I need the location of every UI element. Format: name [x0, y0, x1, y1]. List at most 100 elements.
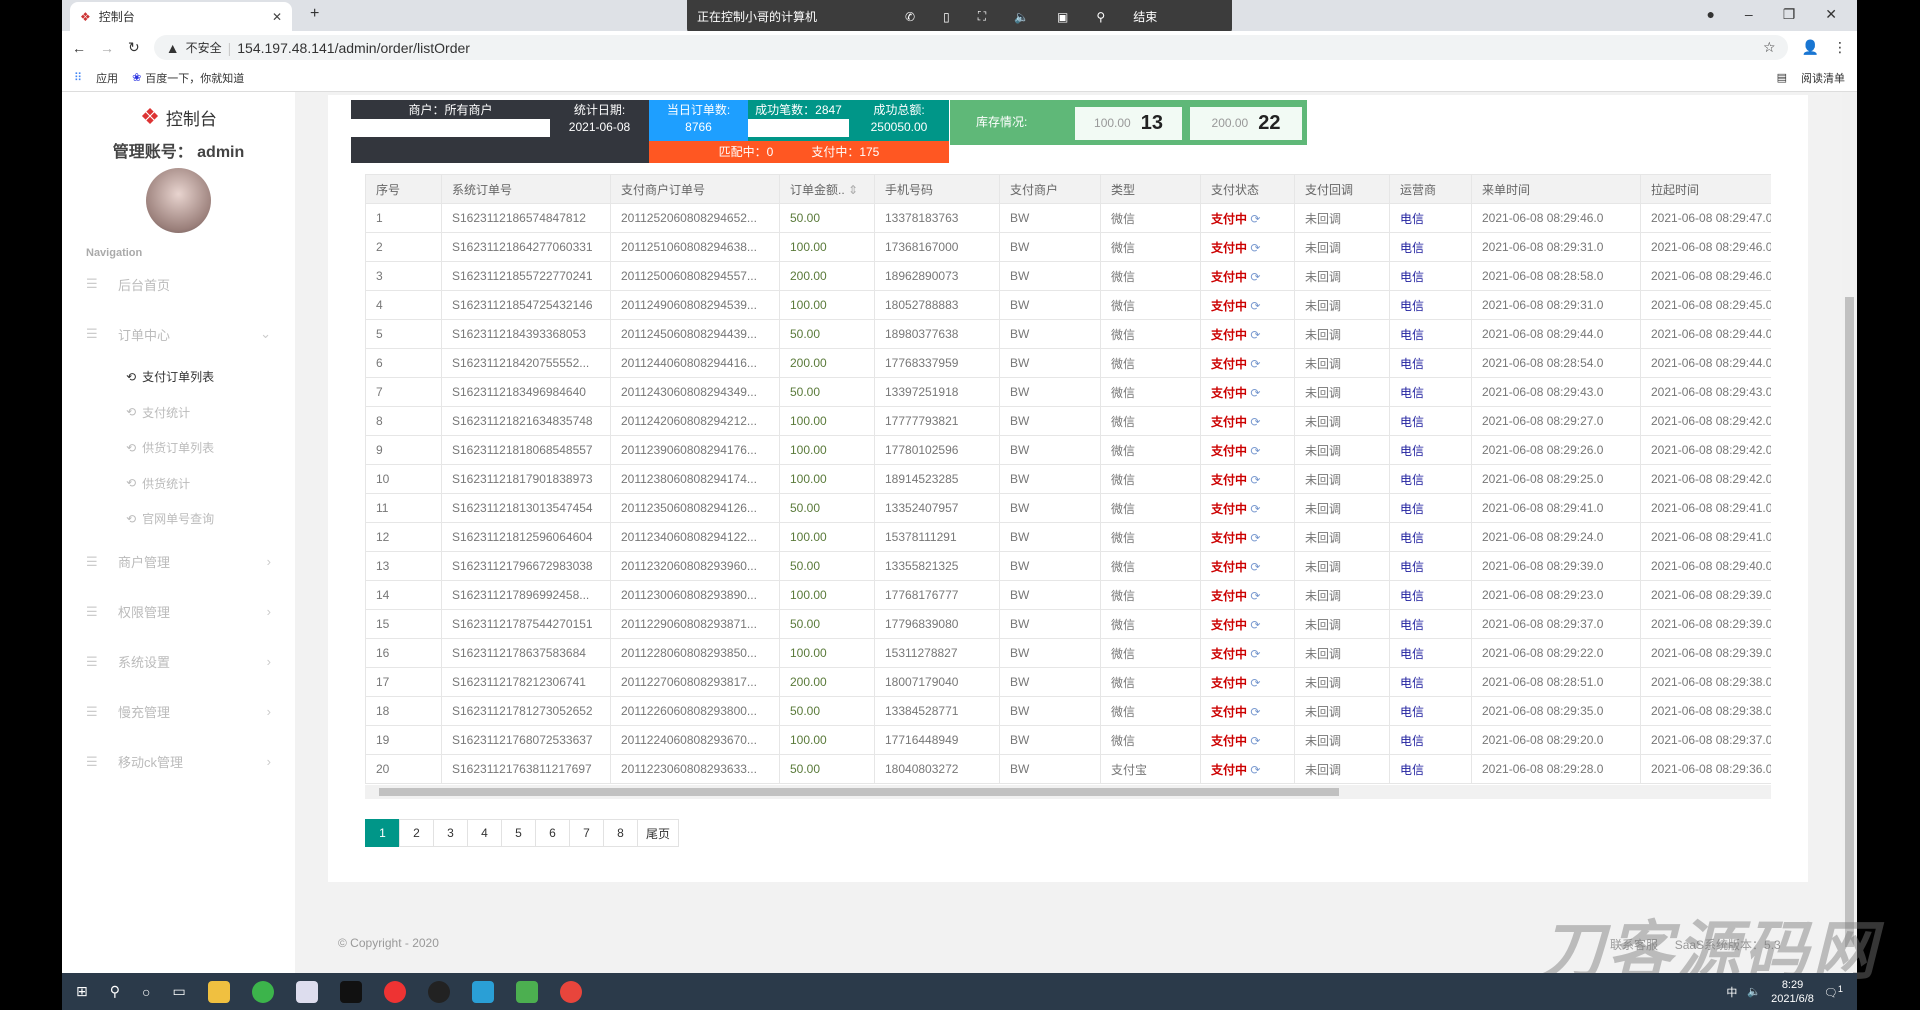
refresh-icon[interactable]: ⟳ [1247, 298, 1261, 313]
close-tab-icon[interactable]: ✕ [271, 9, 282, 24]
bookmark-apps[interactable]: 应用 [96, 72, 119, 85]
sidebar-item-orders[interactable]: ☰ 订单中心 ⌄ [62, 309, 295, 359]
page-button[interactable]: 5 [501, 819, 536, 847]
forward-icon[interactable]: → [100, 39, 114, 56]
file-explorer-icon[interactable] [207, 980, 230, 1003]
clock[interactable]: 8:29 2021/6/8 [1771, 978, 1814, 1006]
menu-icon[interactable]: ⋮ [1833, 39, 1847, 55]
table-row[interactable]: 3 S1623112185572277024​1 20112500608082945… [365, 261, 1771, 291]
sidebar-item-settings[interactable]: ☰ 系统设置 › [62, 637, 295, 687]
table-row[interactable]: 10 S1623112181790183897​3 2011238060808294… [365, 464, 1771, 494]
browser-tab[interactable]: ❖ 控制台 ✕ [70, 2, 292, 31]
refresh-icon[interactable]: ⟳ [1247, 356, 1261, 371]
page-button[interactable]: 1 [365, 819, 400, 847]
phone-icon[interactable]: ✆ [905, 9, 916, 24]
windows-start-icon[interactable]: ⊞ [76, 983, 88, 999]
refresh-icon[interactable]: ⟳ [1247, 385, 1261, 400]
reading-list[interactable]: 阅读清单 [1801, 72, 1845, 85]
refresh-icon[interactable]: ⟳ [1247, 762, 1261, 777]
refresh-icon[interactable]: ⟳ [1247, 617, 1261, 632]
url-bar[interactable]: ▲ 不安全 | 154.197.48.141/admin/order/listO… [153, 35, 1788, 60]
refresh-icon[interactable]: ⟳ [1247, 559, 1261, 574]
sidebar-subitem-order-query[interactable]: ⟲ 官网单号查询 [62, 501, 295, 537]
qq-icon[interactable] [427, 980, 450, 1003]
refresh-icon[interactable]: ⟳ [1247, 472, 1261, 487]
sidebar-item-permissions[interactable]: ☰ 权限管理 › [62, 587, 295, 637]
ratio-icon[interactable]: ▯ [943, 9, 950, 24]
page-button[interactable]: 3 [433, 819, 468, 847]
sidebar-subitem-supply-stats[interactable]: ⟲ 供货统计 [62, 466, 295, 502]
table-row[interactable]: 6 S16231121842075555​2... 2011244060808294… [365, 348, 1771, 378]
restore-button[interactable]: ❐ [1782, 6, 1796, 22]
table-row[interactable]: 19 S1623112176807253363​7 2011224060808293… [365, 725, 1771, 755]
table-row[interactable]: 4 S1623112185472543214​6 20112490608082945… [365, 290, 1771, 320]
scroll-thumb[interactable] [379, 788, 1339, 796]
refresh-icon[interactable]: ⟳ [1247, 646, 1261, 661]
volume-icon[interactable]: 🔈 [1014, 9, 1030, 24]
terminal-icon[interactable] [339, 980, 362, 1003]
page-button[interactable]: 7 [569, 819, 604, 847]
page-button[interactable]: 6 [535, 819, 570, 847]
vertical-scrollbar[interactable] [1842, 92, 1857, 973]
sidebar-item-slow-charge[interactable]: ☰ 慢充管理 › [62, 687, 295, 737]
chrome-icon[interactable] [559, 980, 582, 1003]
fullscreen-icon[interactable]: ⛶ [977, 9, 987, 23]
browser-icon[interactable] [251, 980, 274, 1003]
refresh-icon[interactable]: ⟳ [1247, 733, 1261, 748]
refresh-icon[interactable]: ⟳ [1247, 704, 1261, 719]
table-row[interactable]: 17 S1623112178212306741 201122706080829381… [365, 667, 1771, 697]
sidebar-subitem-pay-orders[interactable]: ⟲ 支付订单列表 [62, 359, 295, 395]
notification-icon[interactable]: 🗨1 [1823, 983, 1843, 1000]
hd-icon[interactable]: ▣ [1057, 9, 1069, 24]
refresh-icon[interactable]: ⟳ [1247, 443, 1261, 458]
merchant-input[interactable] [351, 119, 550, 137]
task-view-icon[interactable]: ▭ [172, 983, 186, 999]
refresh-icon[interactable]: ⟳ [1247, 240, 1261, 255]
table-row[interactable]: 9 S1623112181806854855​7 20112390608082941… [365, 435, 1771, 465]
star-icon[interactable]: ☆ [1763, 39, 1776, 55]
table-row[interactable]: 20 S1623112176381121769​7 2011223060808293… [365, 754, 1771, 784]
refresh-icon[interactable]: ⟳ [1247, 327, 1261, 342]
volume-icon[interactable]: 🔈 [1747, 986, 1762, 998]
table-row[interactable]: 1 S1623112186574847812 2011252060808294652… [365, 203, 1771, 233]
sort-icon[interactable]: ⇕ [844, 182, 859, 197]
telegram-icon[interactable] [471, 980, 494, 1003]
column-header[interactable]: 订单金额.. ⇕ [779, 174, 875, 204]
table-row[interactable]: 12 S1623112181259606460​4 2011234060808294… [365, 522, 1771, 552]
player-icon[interactable] [515, 980, 538, 1003]
reload-icon[interactable]: ↻ [128, 39, 140, 55]
account-icon[interactable]: 👤 [1801, 39, 1819, 55]
close-window-button[interactable]: ✕ [1825, 6, 1837, 22]
refresh-icon[interactable]: ⟳ [1247, 675, 1261, 690]
table-row[interactable]: 5 S1623112184393368053 2011245060808294439… [365, 319, 1771, 349]
end-button[interactable]: 结束 [1133, 10, 1158, 24]
table-row[interactable]: 8 S1623112182163483574​8 20112420608082942… [365, 406, 1771, 436]
app-icon[interactable] [383, 980, 406, 1003]
table-row[interactable]: 7 S1623112183496984640 2011243060808294349… [365, 377, 1771, 407]
table-row[interactable]: 2 S1623112186427706033​1 20112510608082946… [365, 232, 1771, 262]
bookmark-baidu[interactable]: 百度一下，你就知道 [145, 72, 245, 85]
pin-icon[interactable]: ⚲ [1096, 9, 1106, 24]
contact-link[interactable]: 联系客服 [1610, 938, 1659, 952]
ime-indicator[interactable]: 中 [1726, 986, 1738, 999]
refresh-icon[interactable]: ⟳ [1247, 269, 1261, 284]
refresh-icon[interactable]: ⟳ [1247, 588, 1261, 603]
page-button[interactable]: 2 [399, 819, 434, 847]
table-row[interactable]: 18 S1623112178127305265​2 2011226060808293… [365, 696, 1771, 726]
last-page-button[interactable]: 尾页 [637, 819, 680, 847]
table-row[interactable]: 16 S1623112178637583684 201122806080829385… [365, 638, 1771, 668]
scroll-thumb[interactable] [1845, 297, 1854, 947]
refresh-icon[interactable]: ⟳ [1247, 414, 1261, 429]
sidebar-subitem-pay-stats[interactable]: ⟲ 支付统计 [62, 395, 295, 431]
refresh-icon[interactable]: ⟳ [1247, 211, 1261, 226]
sidebar-item-home[interactable]: ☰ 后台首页 [62, 259, 295, 309]
page-button[interactable]: 4 [467, 819, 502, 847]
minimize-button[interactable]: – [1744, 6, 1753, 22]
back-icon[interactable]: ← [72, 39, 86, 56]
horizontal-scrollbar[interactable] [365, 785, 1771, 799]
sidebar-item-merchants[interactable]: ☰ 商户管理 › [62, 537, 295, 587]
cortana-icon[interactable]: ○ [142, 983, 151, 1000]
sidebar-subitem-supply-orders[interactable]: ⟲ 供货订单列表 [62, 430, 295, 466]
search-icon[interactable]: ⚲ [109, 983, 120, 999]
app-icon[interactable] [295, 980, 318, 1003]
